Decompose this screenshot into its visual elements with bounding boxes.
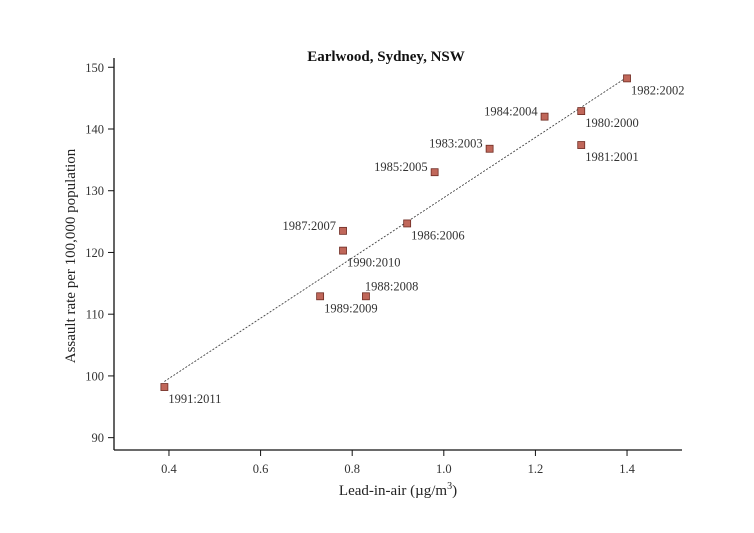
y-axis-ticks: 90 100 110 120 130 140 150: [85, 61, 114, 445]
data-point: [403, 219, 412, 228]
point-label: 1987:2007: [283, 219, 336, 233]
point-label: 1991:2011: [168, 392, 221, 406]
x-axis-ticks: 0.4 0.6 0.8 1.0 1.2 1.4: [161, 450, 636, 476]
data-point: [577, 141, 586, 149]
point-label: 1986:2006: [411, 228, 464, 242]
y-tick-label: 110: [86, 308, 104, 322]
point-label: 1982:2002: [631, 83, 684, 97]
point-label: 1980:2000: [585, 116, 638, 130]
x-tick-label: 1.2: [528, 462, 544, 476]
chart-title: Earlwood, Sydney, NSW: [307, 49, 465, 65]
x-tick-label: 1.0: [436, 462, 452, 476]
point-label: 1983:2003: [429, 137, 482, 151]
data-point: [485, 144, 494, 153]
y-axis-label: Assault rate per 100,000 population: [63, 148, 79, 363]
x-axis-label-text: Lead-in-air (µg/m: [339, 483, 448, 499]
point-label: 1981:2001: [585, 150, 638, 164]
point-label: 1990:2010: [347, 256, 400, 270]
point-label: 1989:2009: [324, 301, 377, 315]
data-point: [160, 383, 169, 391]
x-axis-label-suffix: ): [452, 483, 457, 499]
x-tick-label: 0.4: [161, 462, 177, 476]
trend-line: [164, 76, 628, 382]
y-tick-label: 120: [85, 246, 104, 260]
y-tick-label: 150: [85, 61, 104, 75]
x-tick-label: 0.8: [344, 462, 360, 476]
data-points: 1982:2002 1984:2004 1980:2000 1981:2001 1983…: [160, 74, 685, 406]
point-label: 1988:2008: [365, 279, 418, 293]
data-point: [339, 226, 347, 235]
data-point: [623, 74, 631, 83]
data-point: [362, 292, 370, 301]
data-point: [430, 168, 439, 177]
data-point: [316, 292, 325, 301]
y-tick-label: 90: [92, 431, 105, 445]
x-tick-label: 0.6: [253, 462, 269, 476]
y-tick-label: 140: [85, 122, 104, 136]
data-point: [339, 246, 347, 255]
x-axis-label: Lead-in-air (µg/m3): [339, 481, 457, 499]
y-tick-label: 130: [85, 184, 104, 198]
data-point: [540, 112, 549, 121]
data-point: [577, 107, 586, 115]
x-axis-label-superscript: 3: [447, 481, 452, 492]
point-label: 1984:2004: [484, 105, 538, 119]
y-tick-label: 100: [85, 369, 104, 383]
point-label: 1985:2005: [374, 160, 427, 174]
x-tick-label: 1.4: [619, 462, 635, 476]
